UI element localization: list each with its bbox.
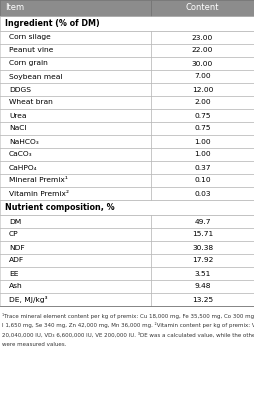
Bar — [151, 96, 254, 109]
Bar — [0, 44, 151, 57]
Bar — [151, 122, 254, 135]
Bar — [0, 241, 151, 254]
Bar — [151, 57, 254, 70]
Bar — [151, 31, 254, 44]
Bar — [0, 187, 151, 200]
Text: 20,040,000 IU, VD₃ 6,600,000 IU, VE 200,000 IU. ³DE was a calculated value, whil: 20,040,000 IU, VD₃ 6,600,000 IU, VE 200,… — [2, 332, 254, 337]
Text: 23.00: 23.00 — [192, 34, 213, 40]
Text: DDGS: DDGS — [9, 86, 31, 92]
Text: Soybean meal: Soybean meal — [9, 74, 62, 80]
Text: 9.48: 9.48 — [194, 284, 211, 290]
Bar — [0, 57, 151, 70]
Bar — [151, 109, 254, 122]
Bar — [0, 228, 151, 241]
Bar — [0, 70, 151, 83]
Text: CaHPO₄: CaHPO₄ — [9, 164, 38, 170]
Text: I 1,650 mg, Se 340 mg, Zn 42,000 mg, Mn 36,000 mg. ²Vitamin content per kg of pr: I 1,650 mg, Se 340 mg, Zn 42,000 mg, Mn … — [2, 322, 254, 328]
Text: 30.38: 30.38 — [192, 244, 213, 250]
Text: 0.03: 0.03 — [194, 190, 211, 196]
Bar — [151, 187, 254, 200]
Bar — [151, 254, 254, 267]
Bar — [0, 174, 151, 187]
Text: Corn silage: Corn silage — [9, 34, 51, 40]
Bar — [151, 135, 254, 148]
Text: 0.75: 0.75 — [194, 112, 211, 118]
Bar — [151, 215, 254, 228]
Bar — [0, 122, 151, 135]
Bar — [151, 83, 254, 96]
Bar — [0, 293, 151, 306]
Text: 1.00: 1.00 — [194, 152, 211, 158]
Bar — [0, 83, 151, 96]
Bar — [0, 135, 151, 148]
Text: ¹Trace mineral element content per kg of premix: Cu 18,000 mg, Fe 35,500 mg, Co : ¹Trace mineral element content per kg of… — [2, 313, 254, 319]
Text: Ash: Ash — [9, 284, 23, 290]
Text: CaCO₃: CaCO₃ — [9, 152, 33, 158]
Text: CP: CP — [9, 232, 19, 238]
Text: Ingredient (% of DM): Ingredient (% of DM) — [5, 19, 100, 28]
Bar — [0, 0, 151, 16]
Text: 2.00: 2.00 — [194, 100, 211, 106]
Text: NaHCO₃: NaHCO₃ — [9, 138, 39, 144]
Text: EE: EE — [9, 270, 19, 276]
Bar — [0, 109, 151, 122]
Text: 0.37: 0.37 — [194, 164, 211, 170]
Bar — [151, 44, 254, 57]
Bar — [151, 267, 254, 280]
Text: 17.92: 17.92 — [192, 258, 213, 264]
Text: 0.75: 0.75 — [194, 126, 211, 132]
Text: 15.71: 15.71 — [192, 232, 213, 238]
Text: 22.00: 22.00 — [192, 48, 213, 54]
Bar — [0, 200, 254, 215]
Text: Vitamin Premix²: Vitamin Premix² — [9, 190, 69, 196]
Text: ADF: ADF — [9, 258, 24, 264]
Text: NDF: NDF — [9, 244, 25, 250]
Bar — [151, 161, 254, 174]
Bar — [0, 161, 151, 174]
Bar — [0, 215, 151, 228]
Bar — [151, 174, 254, 187]
Text: 30.00: 30.00 — [192, 60, 213, 66]
Bar — [0, 148, 151, 161]
Text: Corn grain: Corn grain — [9, 60, 48, 66]
Bar — [0, 96, 151, 109]
Text: NaCl: NaCl — [9, 126, 26, 132]
Text: were measured values.: were measured values. — [2, 342, 66, 347]
Bar — [0, 280, 151, 293]
Text: Content: Content — [186, 4, 219, 12]
Text: Peanut vine: Peanut vine — [9, 48, 53, 54]
Text: 49.7: 49.7 — [194, 218, 211, 224]
Bar — [151, 148, 254, 161]
Text: 13.25: 13.25 — [192, 296, 213, 302]
Bar — [151, 241, 254, 254]
Bar — [151, 293, 254, 306]
Text: Item: Item — [5, 4, 24, 12]
Bar — [151, 280, 254, 293]
Bar — [0, 16, 254, 31]
Bar — [151, 0, 254, 16]
Text: 12.00: 12.00 — [192, 86, 213, 92]
Text: Nutrient composition, %: Nutrient composition, % — [5, 203, 115, 212]
Bar — [151, 70, 254, 83]
Text: 7.00: 7.00 — [194, 74, 211, 80]
Text: 3.51: 3.51 — [194, 270, 211, 276]
Bar — [0, 31, 151, 44]
Bar — [151, 228, 254, 241]
Bar — [0, 267, 151, 280]
Text: 0.10: 0.10 — [194, 178, 211, 184]
Text: DM: DM — [9, 218, 21, 224]
Text: 1.00: 1.00 — [194, 138, 211, 144]
Text: Wheat bran: Wheat bran — [9, 100, 53, 106]
Text: Urea: Urea — [9, 112, 26, 118]
Text: DE, MJ/kg³: DE, MJ/kg³ — [9, 296, 48, 303]
Text: Mineral Premix¹: Mineral Premix¹ — [9, 178, 68, 184]
Bar — [0, 254, 151, 267]
